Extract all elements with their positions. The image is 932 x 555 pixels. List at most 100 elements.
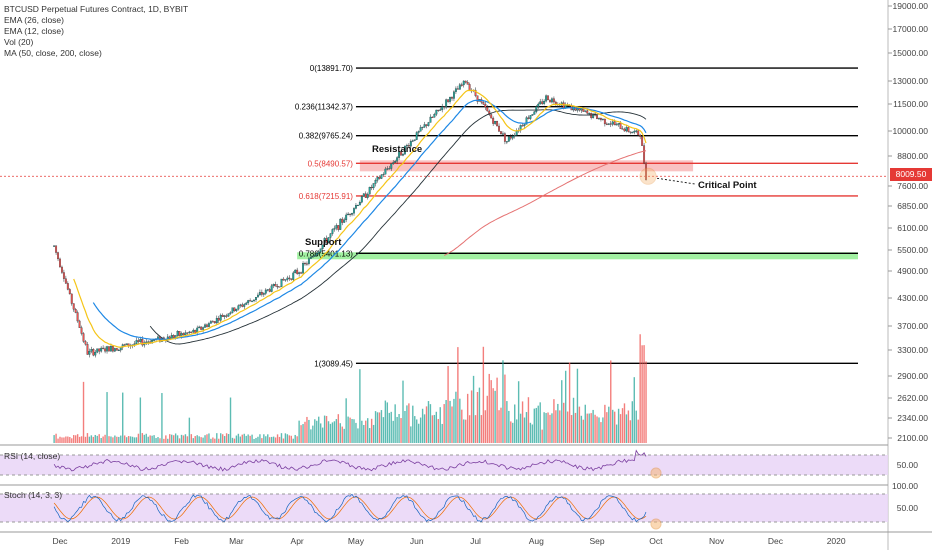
candle-body (645, 162, 647, 180)
volume-bar (349, 417, 351, 443)
volume-bar (417, 423, 420, 443)
volume-bar (404, 411, 406, 443)
volume-bar (400, 418, 402, 443)
volume-bar (216, 433, 218, 443)
candle-body (468, 84, 471, 91)
time-tick-label: Dec (52, 536, 68, 546)
fib-level-label: 0.236(11342.37) (295, 103, 353, 112)
fib-level-label: 0.618(7215.91) (299, 192, 354, 201)
volume-bar (341, 426, 343, 443)
candle-body (255, 296, 257, 301)
candle-body (531, 114, 534, 116)
candle-body (209, 321, 212, 324)
volume-bar (519, 413, 522, 443)
volume-bar (220, 433, 222, 443)
candle-body (74, 309, 77, 313)
candle-body (607, 123, 610, 125)
volume-bar (494, 390, 496, 443)
stoch-tick-label: 100.00 (892, 481, 918, 491)
time-tick-label: Sep (589, 536, 604, 546)
candle-body (125, 343, 128, 345)
volume-bar (429, 404, 432, 443)
candle-body (492, 117, 495, 124)
volume-bar (515, 419, 518, 443)
volume-bar (490, 380, 492, 443)
candle-body (402, 153, 404, 156)
volume-bar (114, 435, 116, 443)
candle-body (349, 213, 352, 215)
volume-bar (396, 416, 398, 443)
volume-bar (237, 433, 240, 443)
volume-bar (86, 433, 89, 443)
volume-bar (184, 434, 187, 443)
volume-bar (167, 438, 169, 443)
time-tick-label: 2019 (111, 536, 130, 546)
volume-bar (241, 434, 243, 443)
candle-body (445, 99, 448, 108)
volume-bar (194, 436, 196, 443)
volume-bar (263, 434, 265, 443)
volume-bar (288, 435, 291, 443)
volume-bar (386, 402, 389, 443)
price-tick-label: 13000.00 (893, 76, 929, 86)
candle-body (64, 278, 67, 284)
candle-body (398, 151, 401, 158)
time-tick-label: Jul (470, 536, 481, 546)
volume-bar (466, 393, 469, 443)
candle-body (529, 115, 532, 119)
volume-bar (319, 423, 322, 443)
volume-bar (572, 397, 575, 443)
candle-body (110, 346, 112, 352)
candle-body (221, 314, 224, 317)
candle-body (443, 106, 446, 108)
volume-bar (478, 387, 481, 443)
volume-bar (643, 345, 645, 443)
candle-body (172, 335, 175, 338)
current-price-badge: 8009.50 (890, 168, 932, 181)
candle-body (521, 125, 524, 127)
candle-body (325, 238, 328, 243)
candle-body (423, 124, 426, 128)
volume-bar (535, 407, 537, 443)
legend-ema26: EMA (26, close) (4, 15, 64, 25)
volume-bar (451, 406, 453, 443)
volume-bar (588, 413, 590, 443)
price-tick-label: 15000.00 (893, 48, 929, 58)
volume-bar (172, 435, 175, 443)
volume-bar (347, 416, 349, 443)
candle-body (253, 299, 255, 302)
volume-bar (125, 437, 128, 443)
volume-bar (612, 409, 614, 443)
volume-bar (435, 411, 438, 443)
candle-body (258, 292, 261, 296)
candle-body (447, 99, 450, 102)
volume-bar (255, 437, 257, 443)
ema12-line (73, 89, 647, 348)
critical-point-arrow (656, 177, 696, 185)
volume-bar (90, 435, 93, 443)
volume-bar (363, 425, 365, 443)
candle-body (617, 123, 620, 125)
volume-bar (153, 435, 155, 443)
volume-bar (414, 416, 416, 443)
volume-bar (327, 421, 330, 443)
volume-bar (374, 411, 377, 443)
volume-bar (202, 437, 204, 443)
volume-bar (165, 435, 167, 443)
volume-bar (472, 375, 475, 443)
volume-bar (351, 418, 353, 443)
candle-body (61, 266, 63, 273)
volume-bar (517, 381, 520, 443)
volume-bar (196, 435, 198, 443)
candle-body (337, 225, 340, 230)
volume-bar (139, 397, 142, 443)
volume-bar (161, 393, 163, 443)
volume-bar (204, 435, 206, 443)
volume-bar (533, 408, 536, 443)
volume-bar (94, 434, 96, 443)
volume-bar (321, 427, 324, 443)
volume-bar (566, 411, 569, 443)
volume-bar (306, 416, 308, 443)
volume-bar (245, 435, 247, 443)
